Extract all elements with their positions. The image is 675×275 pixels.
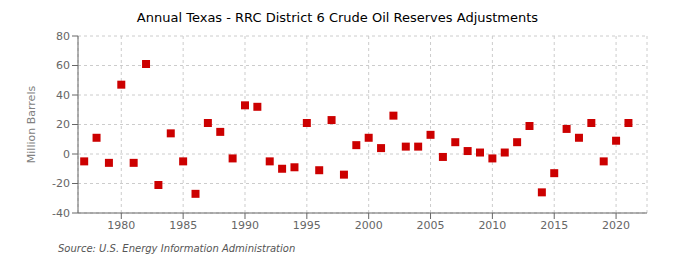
svg-text:80: 80 bbox=[56, 30, 70, 43]
svg-text:0: 0 bbox=[63, 148, 70, 161]
svg-text:2010: 2010 bbox=[478, 219, 506, 232]
svg-text:2000: 2000 bbox=[355, 219, 383, 232]
svg-text:2005: 2005 bbox=[417, 219, 445, 232]
svg-text:-20: -20 bbox=[52, 177, 70, 190]
html-text:Source: U.S. Energy Informatio: Source: U.S. Energy Information Administ… bbox=[58, 243, 296, 254]
svg-text:1990: 1990 bbox=[231, 219, 259, 232]
html-text:Annual Texas - RRC District 6: Annual Texas - RRC District 6 Crude Oil … bbox=[136, 10, 539, 25]
svg-text:60: 60 bbox=[56, 59, 70, 72]
svg-text:1985: 1985 bbox=[169, 219, 197, 232]
svg-text:1980: 1980 bbox=[107, 219, 135, 232]
svg-text:20: 20 bbox=[56, 118, 70, 131]
svg-text:2015: 2015 bbox=[540, 219, 568, 232]
svg-text:-40: -40 bbox=[52, 207, 70, 220]
svg-text:2020: 2020 bbox=[602, 219, 630, 232]
svg-text:1995: 1995 bbox=[293, 219, 321, 232]
svg-text:Million Barrels: Million Barrels bbox=[25, 86, 38, 164]
svg-text:40: 40 bbox=[56, 89, 70, 102]
